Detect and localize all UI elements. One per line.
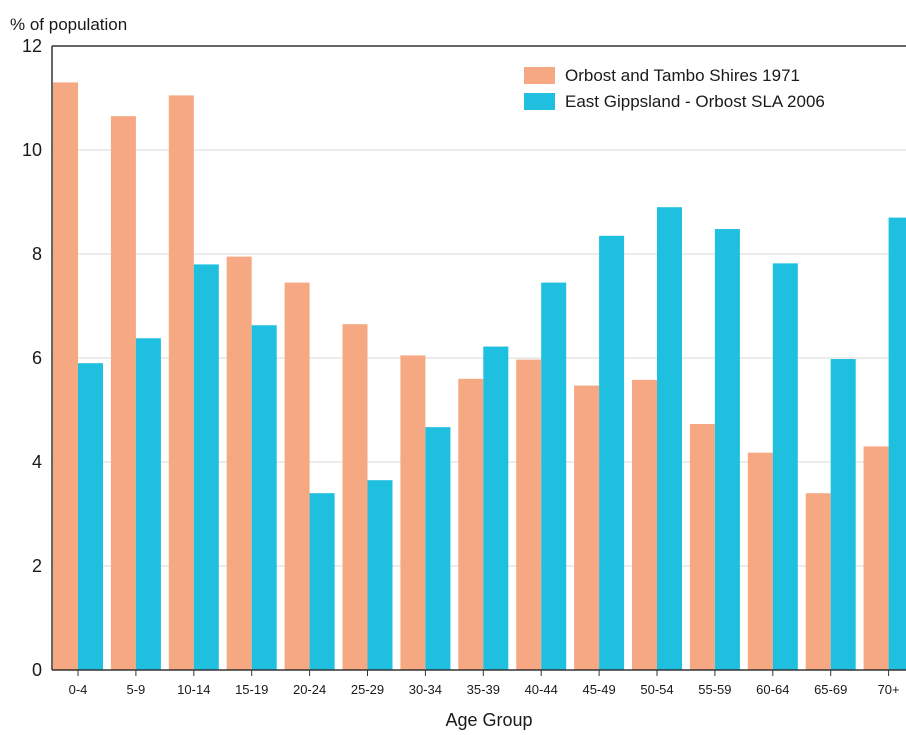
- bar: [772, 263, 798, 670]
- bar: [309, 493, 335, 670]
- x-tick-label: 0-4: [69, 682, 88, 697]
- bar: [516, 359, 542, 670]
- bar: [458, 378, 484, 670]
- legend-swatch: [524, 67, 555, 84]
- x-tick-label: 15-19: [235, 682, 268, 697]
- bar: [425, 427, 451, 670]
- x-axis-ticks: 0-4 5-9 10-14 15-19 20-24 25-29 30-34 35-39 40-4…: [69, 670, 900, 697]
- bar: [599, 235, 625, 671]
- x-axis-title: Age Group: [445, 710, 532, 730]
- legend: Orbost and Tambo Shires 1971 East Gippsla…: [524, 66, 825, 111]
- legend-label: East Gippsland - Orbost SLA 2006: [565, 92, 825, 111]
- bar: [805, 493, 831, 670]
- bar: [888, 217, 906, 670]
- bar: [747, 452, 773, 670]
- legend-label: Orbost and Tambo Shires 1971: [565, 66, 800, 85]
- bar: [574, 385, 600, 670]
- series-1: [53, 82, 889, 670]
- x-tick-label: 5-9: [127, 682, 146, 697]
- x-tick-label: 35-39: [467, 682, 500, 697]
- y-tick-label: 12: [22, 36, 42, 56]
- y-tick-label: 0: [32, 660, 42, 680]
- bar: [168, 95, 194, 670]
- x-tick-label: 50-54: [640, 682, 673, 697]
- x-tick-label: 55-59: [698, 682, 731, 697]
- y-axis-title: % of population: [10, 15, 127, 34]
- x-tick-label: 40-44: [525, 682, 558, 697]
- axes: [51, 45, 906, 671]
- bar: [226, 256, 252, 670]
- bar: [483, 346, 509, 670]
- bar: [657, 207, 682, 670]
- x-tick-label: 45-49: [582, 682, 615, 697]
- y-tick-label: 4: [32, 452, 42, 472]
- bar: [53, 82, 78, 670]
- bar: [863, 446, 889, 670]
- y-axis-ticks: 0 2 4 6 8 10 12: [22, 36, 42, 680]
- x-tick-label: 65-69: [814, 682, 847, 697]
- bar: [193, 264, 219, 670]
- bar: [135, 338, 161, 670]
- bar: [110, 116, 136, 670]
- bar: [342, 324, 368, 670]
- bar: [251, 325, 277, 670]
- x-tick-label: 60-64: [756, 682, 789, 697]
- x-tick-label: 30-34: [409, 682, 442, 697]
- y-tick-label: 8: [32, 244, 42, 264]
- y-tick-label: 10: [22, 140, 42, 160]
- y-tick-label: 6: [32, 348, 42, 368]
- bar: [367, 480, 393, 670]
- x-tick-label: 70+: [878, 682, 900, 697]
- series-2: [78, 207, 906, 671]
- bar: [689, 424, 715, 670]
- bar: [400, 355, 426, 670]
- bar: [541, 282, 567, 670]
- legend-swatch: [524, 93, 555, 110]
- bar: [632, 379, 657, 670]
- bar: [78, 363, 103, 670]
- y-tick-label: 2: [32, 556, 42, 576]
- bar: [830, 359, 856, 670]
- x-tick-label: 10-14: [177, 682, 210, 697]
- bar: [714, 229, 740, 671]
- x-tick-label: 20-24: [293, 682, 326, 697]
- bar: [284, 282, 310, 670]
- bars: [53, 82, 906, 671]
- x-tick-label: 25-29: [351, 682, 384, 697]
